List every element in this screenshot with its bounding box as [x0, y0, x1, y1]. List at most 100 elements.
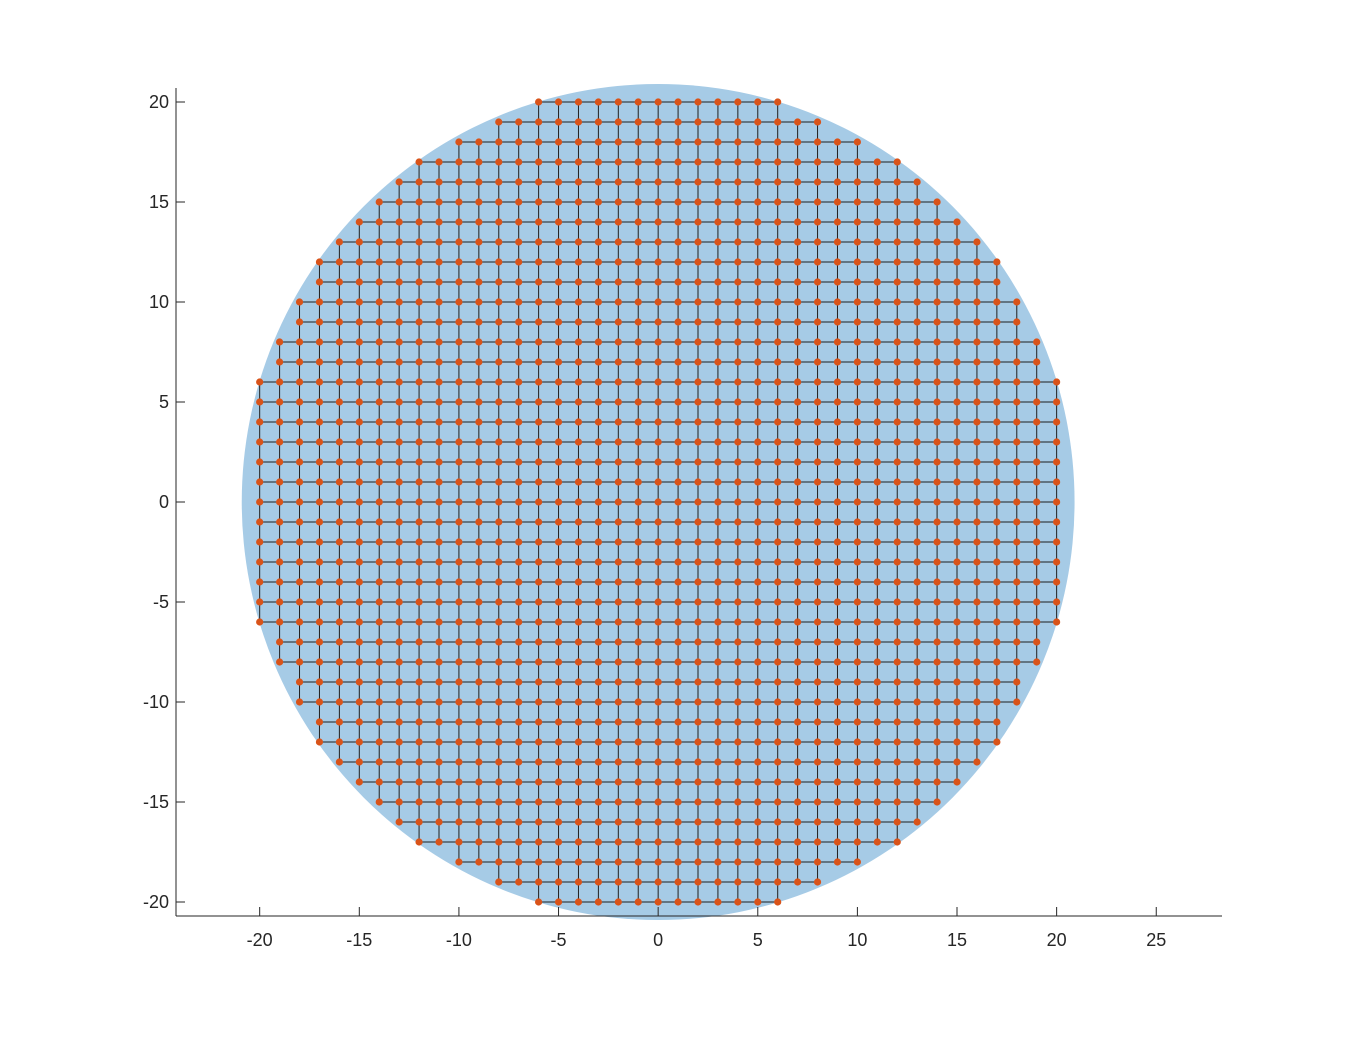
lattice-point: [634, 858, 642, 866]
lattice-point: [674, 698, 682, 706]
lattice-point: [774, 758, 782, 766]
lattice-point: [833, 158, 842, 166]
lattice-point: [276, 558, 284, 566]
lattice-point: [654, 758, 662, 766]
lattice-point: [634, 98, 642, 106]
lattice-point: [674, 498, 682, 506]
lattice-point: [574, 718, 583, 726]
lattice-point: [973, 558, 981, 566]
lattice-point: [455, 678, 463, 686]
lattice-point: [315, 418, 324, 426]
lattice-point: [813, 418, 822, 426]
lattice-point: [853, 858, 861, 866]
lattice-point: [1053, 578, 1061, 586]
lattice-point: [654, 498, 662, 506]
lattice-point: [335, 458, 343, 466]
lattice-point: [654, 118, 662, 126]
lattice-point: [535, 158, 543, 166]
lattice-point: [953, 298, 961, 306]
lattice-point: [734, 618, 742, 626]
lattice-point: [335, 338, 343, 346]
lattice-point: [873, 538, 881, 546]
lattice-point: [535, 358, 543, 366]
lattice-point: [1033, 578, 1041, 586]
lattice-point: [535, 618, 543, 626]
lattice-point: [1033, 418, 1041, 426]
lattice-point: [315, 718, 324, 726]
lattice-point: [973, 398, 981, 406]
lattice-point: [813, 138, 822, 146]
lattice-point: [495, 178, 503, 186]
lattice-point: [774, 198, 782, 206]
lattice-point: [295, 418, 304, 426]
lattice-point: [953, 338, 961, 346]
lattice-point: [853, 198, 861, 206]
lattice-point: [315, 478, 324, 486]
lattice-point: [813, 238, 822, 246]
lattice-point: [833, 578, 842, 586]
lattice-point: [415, 198, 423, 206]
lattice-point: [833, 298, 842, 306]
lattice-point: [654, 718, 662, 726]
lattice-point: [813, 538, 822, 546]
lattice-point: [813, 158, 822, 166]
lattice-point: [574, 278, 583, 286]
lattice-point: [973, 338, 981, 346]
lattice-point: [375, 418, 383, 426]
lattice-point: [455, 738, 463, 746]
lattice-point: [813, 398, 822, 406]
lattice-point: [774, 98, 782, 106]
lattice-point: [794, 318, 802, 326]
lattice-point: [1033, 558, 1041, 566]
lattice-point: [375, 278, 383, 286]
lattice-point: [415, 658, 423, 666]
lattice-point: [614, 758, 622, 766]
lattice-point: [853, 298, 861, 306]
lattice-point: [774, 778, 782, 786]
lattice-point: [574, 558, 583, 566]
lattice-point: [554, 738, 563, 746]
lattice-point: [435, 498, 443, 506]
lattice-point: [295, 698, 304, 706]
lattice-point: [475, 818, 483, 826]
lattice-point: [973, 378, 981, 386]
lattice-point: [535, 758, 543, 766]
lattice-point: [654, 778, 662, 786]
lattice-point: [276, 398, 284, 406]
lattice-point: [335, 658, 343, 666]
lattice-point: [774, 478, 782, 486]
lattice-point: [375, 678, 383, 686]
lattice-point: [714, 478, 722, 486]
lattice-point: [913, 278, 921, 286]
lattice-point: [813, 818, 822, 826]
lattice-point: [1013, 578, 1021, 586]
lattice-point: [1013, 458, 1021, 466]
lattice-point: [614, 258, 622, 266]
lattice-point: [295, 318, 304, 326]
lattice-point: [833, 338, 842, 346]
lattice-point: [754, 638, 762, 646]
lattice-point: [794, 438, 802, 446]
x-tick-label: 15: [947, 930, 967, 950]
lattice-point: [1033, 338, 1041, 346]
lattice-point: [734, 238, 742, 246]
lattice-point: [774, 798, 782, 806]
lattice-point: [1053, 378, 1061, 386]
lattice-point: [794, 158, 802, 166]
lattice-point: [734, 298, 742, 306]
x-tick-label: -10: [446, 930, 472, 950]
lattice-point: [535, 438, 543, 446]
lattice-point: [754, 658, 762, 666]
lattice-point: [734, 598, 742, 606]
lattice-point: [933, 658, 941, 666]
lattice-point: [495, 718, 503, 726]
lattice-point: [794, 698, 802, 706]
lattice-point: [654, 358, 662, 366]
lattice-point: [455, 818, 463, 826]
lattice-point: [415, 298, 423, 306]
lattice-point: [973, 438, 981, 446]
lattice-point: [515, 678, 523, 686]
lattice-point: [515, 158, 523, 166]
lattice-point: [674, 758, 682, 766]
lattice-point: [813, 578, 822, 586]
